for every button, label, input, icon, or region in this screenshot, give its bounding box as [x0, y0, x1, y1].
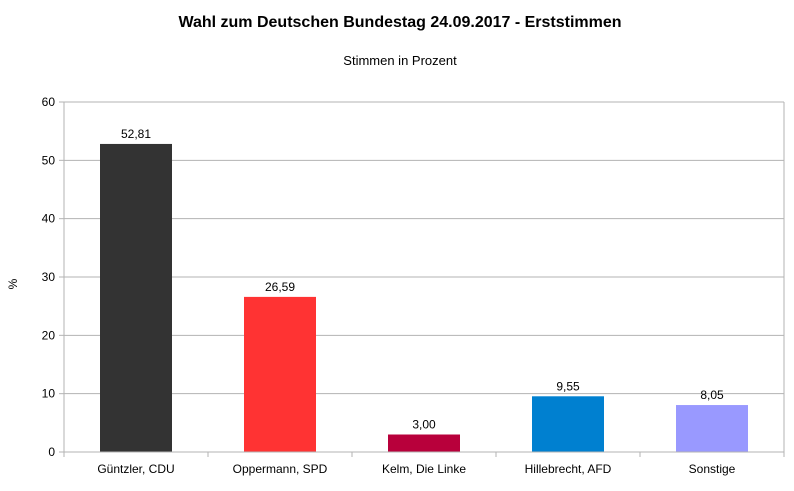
gridlines [64, 101, 784, 395]
x-tick-label: Güntzler, CDU [97, 462, 174, 476]
bar [244, 296, 316, 452]
bars [100, 143, 748, 453]
x-tick-label: Kelm, Die Linke [382, 462, 466, 476]
axes [59, 101, 785, 457]
y-tick-label: 0 [48, 445, 55, 459]
bar [676, 405, 748, 452]
x-tick-label: Hillebrecht, AFD [525, 462, 612, 476]
data-label: 9,55 [556, 379, 580, 393]
chart-title: Wahl zum Deutschen Bundestag 24.09.2017 … [178, 14, 621, 31]
y-tick-label: 60 [42, 95, 56, 109]
labels: 0 10 20 30 40 50 60 52,81 Güntzler, CDU 26,59 Oppe… [42, 95, 736, 476]
x-tick-label: Oppermann, SPD [233, 462, 328, 476]
bar [100, 143, 172, 453]
y-axis-label: % [6, 278, 20, 289]
x-tick-label: Sonstige [689, 462, 736, 476]
data-label: 26,59 [265, 280, 295, 294]
bar [388, 434, 460, 452]
y-tick-label: 30 [42, 270, 56, 284]
y-tick-label: 50 [42, 153, 56, 167]
y-tick-label: 20 [42, 328, 56, 342]
data-label: 3,00 [412, 418, 436, 432]
data-label: 8,05 [700, 388, 724, 402]
y-tick-label: 40 [42, 212, 56, 226]
data-label: 52,81 [121, 127, 151, 141]
chart-subtitle: Stimmen in Prozent [343, 53, 457, 68]
y-tick-label: 10 [42, 387, 56, 401]
bar [532, 396, 604, 452]
